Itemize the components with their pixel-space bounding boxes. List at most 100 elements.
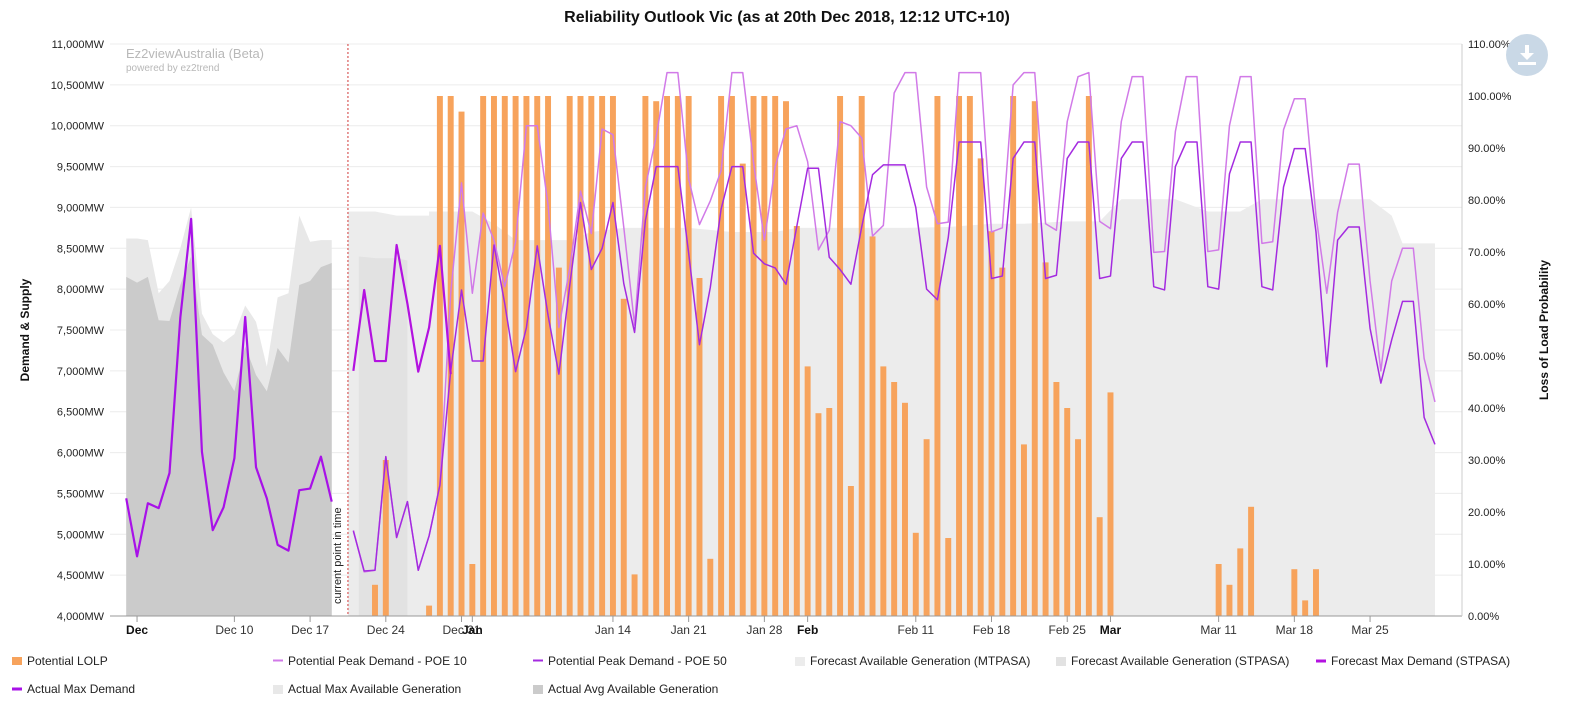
lolp-bar — [728, 96, 735, 616]
lolp-bar — [977, 158, 984, 616]
y-left-tick-label: 4,500MW — [57, 570, 105, 582]
y-right-tick-label: 50.00% — [1468, 351, 1506, 363]
y-left-tick-label: 9,500MW — [57, 162, 105, 174]
lolp-bar — [1302, 600, 1309, 616]
lolp-bar — [631, 574, 638, 616]
legend-swatch — [795, 657, 805, 666]
lolp-bar — [382, 460, 389, 616]
x-tick-label: Mar 18 — [1276, 623, 1314, 637]
legend-item[interactable]: Potential Peak Demand - POE 50 — [533, 654, 727, 668]
lolp-bar — [490, 96, 497, 616]
lolp-bar — [804, 366, 811, 616]
legend-item[interactable]: Actual Max Demand — [12, 682, 135, 696]
lolp-bar — [1064, 408, 1071, 616]
lolp-bars — [372, 96, 1319, 616]
lolp-bar — [1313, 569, 1319, 616]
x-tick-label: Feb 25 — [1049, 623, 1087, 637]
lolp-bar — [1042, 262, 1049, 616]
lolp-bar — [469, 564, 476, 616]
lolp-bar — [1215, 564, 1222, 616]
x-tick-label: Feb 18 — [973, 623, 1011, 637]
lolp-bar — [577, 96, 584, 616]
x-tick-label: Jan — [462, 623, 483, 637]
y-right-tick-label: 100.00% — [1468, 91, 1512, 103]
lolp-bar — [685, 96, 692, 616]
lolp-bar — [858, 96, 865, 616]
lolp-bar — [750, 96, 757, 616]
legend-swatch — [1316, 659, 1326, 663]
x-tick-label: Mar 11 — [1200, 623, 1237, 637]
y-right-tick-label: 10.00% — [1468, 559, 1506, 571]
x-tick-label: Mar — [1100, 623, 1122, 637]
legend-label: Actual Max Available Generation — [288, 682, 461, 696]
y-axis-left-title: Demand & Supply — [18, 278, 32, 381]
legend-item[interactable]: Forecast Available Generation (STPASA) — [1056, 654, 1289, 668]
lolp-bar — [718, 96, 725, 616]
x-tick-label: Dec 10 — [215, 623, 253, 637]
legend-item[interactable]: Actual Max Available Generation — [273, 682, 461, 696]
x-tick-label: Dec 17 — [291, 623, 329, 637]
line-series — [125, 71, 1436, 573]
x-tick-label: Mar 25 — [1351, 623, 1389, 637]
lolp-bar — [1010, 96, 1017, 616]
y-right-tick-label: 30.00% — [1468, 455, 1506, 467]
legend-swatch — [533, 659, 543, 662]
legend-swatch — [1056, 657, 1066, 666]
lolp-bar — [945, 538, 952, 616]
watermark-subtext: powered by ez2trend — [126, 63, 219, 74]
y-left-tick-label: 8,000MW — [57, 284, 105, 296]
lolp-bar — [447, 96, 454, 616]
download-icon — [1518, 45, 1536, 65]
lolp-bar — [966, 96, 973, 616]
y-right-tick-label: 0.00% — [1468, 611, 1499, 623]
y-right-tick-label: 40.00% — [1468, 403, 1506, 415]
lolp-bar — [426, 605, 433, 616]
lolp-bar — [1237, 548, 1244, 616]
lolp-bar — [902, 402, 908, 616]
lolp-bar — [664, 96, 670, 616]
export-button[interactable] — [1506, 34, 1548, 76]
legend-item[interactable]: Forecast Max Demand (STPASA) — [1316, 654, 1510, 668]
lolp-bar — [880, 366, 887, 616]
legend-item[interactable]: Potential LOLP — [12, 654, 108, 668]
legend-swatch — [273, 659, 283, 662]
lolp-bar — [891, 382, 898, 616]
lolp-bar — [436, 96, 443, 616]
line-forecast-max-demand-stpasa- — [352, 243, 452, 375]
y-left-tick-label: 5,000MW — [57, 529, 105, 541]
y-right-tick-label: 70.00% — [1468, 247, 1506, 259]
lolp-bar — [1075, 439, 1082, 616]
legend-item[interactable]: Potential Peak Demand - POE 10 — [273, 654, 467, 668]
lolp-bar — [923, 439, 930, 616]
legend: Potential LOLP Potential Peak Demand - PO… — [12, 654, 1510, 696]
y-left-tick-label: 6,000MW — [57, 448, 105, 460]
lolp-bar — [837, 96, 844, 616]
y-left-tick-label: 7,500MW — [57, 325, 105, 337]
legend-item[interactable]: Forecast Available Generation (MTPASA) — [795, 654, 1030, 668]
lolp-bar — [707, 558, 714, 616]
lolp-bar — [783, 101, 789, 616]
y-left-tick-label: 10,000MW — [51, 121, 105, 133]
legend-label: Forecast Available Generation (STPASA) — [1071, 654, 1289, 668]
legend-item[interactable]: Actual Avg Available Generation — [533, 682, 718, 696]
line-potential-peak-demand-poe-10 — [352, 71, 1436, 573]
lolp-bar — [956, 96, 963, 616]
y-left-tick-label: 6,500MW — [57, 407, 105, 419]
lolp-bar — [566, 96, 573, 616]
y-left-tick-label: 10,500MW — [51, 80, 105, 92]
lolp-bar — [653, 101, 660, 616]
legend-swatch — [533, 685, 543, 694]
lolp-bar — [826, 408, 833, 616]
legend-swatch — [12, 687, 22, 691]
legend-label: Potential Peak Demand - POE 10 — [288, 654, 467, 668]
legend-label: Actual Max Demand — [27, 682, 135, 696]
y-left-tick-label: 7,000MW — [57, 366, 105, 378]
lolp-bar — [599, 96, 606, 616]
lolp-bar — [674, 96, 681, 616]
lolp-bar — [1020, 444, 1027, 616]
y-left-tick-label: 4,000MW — [57, 611, 105, 623]
lolp-bar — [815, 413, 822, 616]
lolp-bar — [739, 163, 746, 616]
x-tick-label: Dec — [126, 623, 148, 637]
lolp-bar — [869, 236, 876, 616]
